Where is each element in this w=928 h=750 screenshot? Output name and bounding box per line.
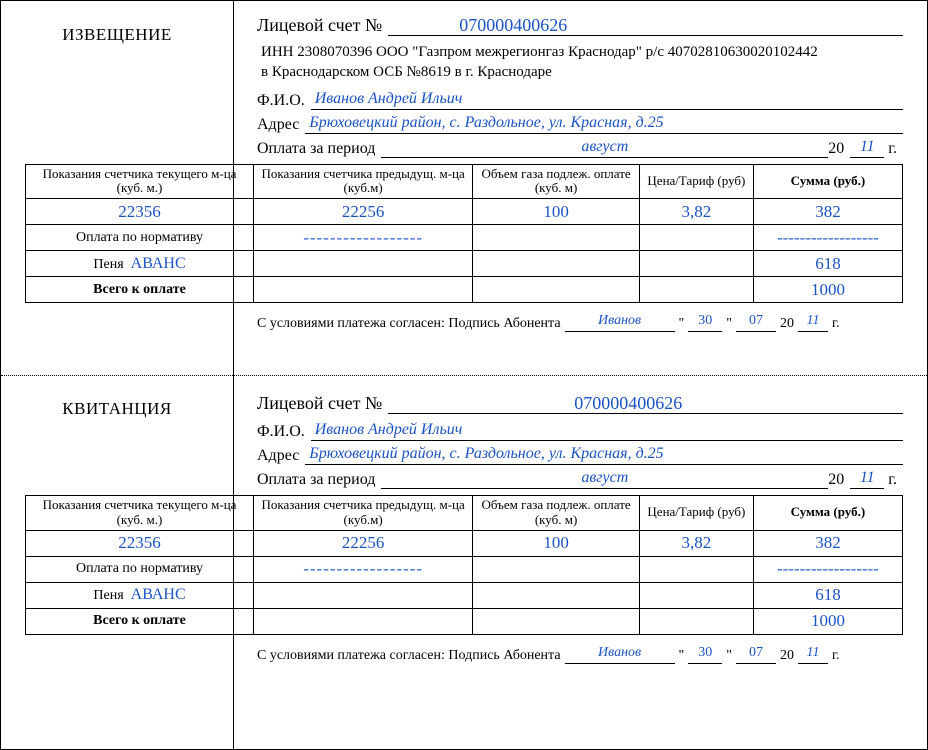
org-line2: в Краснодарском ОСБ №8619 в г. Краснодар… bbox=[261, 62, 903, 82]
address-value-2: Брюховецкий район, с. Раздольное, ул. Кр… bbox=[305, 444, 903, 465]
fio-value-2: Иванов Андрей Ильич bbox=[311, 420, 903, 441]
account-label: Лицевой счет № bbox=[257, 15, 388, 36]
row-total-label: Всего к оплате bbox=[26, 277, 254, 303]
th-price: Цена/Тариф (руб) bbox=[639, 164, 753, 199]
sign-day: 30 bbox=[688, 311, 722, 332]
sign-footer: С условиями платежа согласен: Подпись Аб… bbox=[257, 311, 903, 332]
sign-footer-2: С условиями платежа согласен: Подпись Аб… bbox=[257, 643, 903, 664]
sign-name: Иванов bbox=[565, 311, 675, 332]
org-info: ИНН 2308070396 ООО "Газпром межрегионгаз… bbox=[261, 42, 903, 83]
account-value-2: 070000400626 bbox=[518, 393, 738, 414]
address-label: Адрес bbox=[257, 116, 305, 134]
cell-total-sum: 1000 bbox=[753, 277, 902, 303]
th-sum: Сумма (руб.) bbox=[753, 164, 902, 199]
receipt-half: КВИТАНЦИЯ Лицевой счет № 070000400626 Ф.… bbox=[1, 375, 927, 749]
row-norm-dash2: ------------------ bbox=[753, 225, 902, 251]
cell-curr: 22356 bbox=[26, 199, 254, 225]
fio-label: Ф.И.О. bbox=[257, 92, 311, 110]
period-year-2: 11 bbox=[850, 468, 884, 489]
cell-sum: 382 bbox=[753, 199, 902, 225]
th-prev: Показания счетчика предыдущ. м-ца (куб.м… bbox=[254, 164, 473, 199]
cell-prev: 22256 bbox=[254, 199, 473, 225]
period-label: Оплата за период bbox=[257, 140, 381, 158]
period-label-2: Оплата за период bbox=[257, 471, 381, 489]
period-20: 20 bbox=[828, 140, 850, 158]
period-value: август bbox=[381, 137, 828, 158]
period-yr: г. bbox=[884, 140, 903, 158]
sign-year: 11 bbox=[798, 311, 828, 332]
row-norm-label: Оплата по нормативу bbox=[26, 225, 254, 251]
org-line1: ИНН 2308070396 ООО "Газпром межрегионгаз… bbox=[261, 42, 903, 62]
cell-vol: 100 bbox=[473, 199, 640, 225]
meter-table-2: Показания счетчика текущего м-ца (куб. м… bbox=[25, 495, 903, 635]
meter-table: Показания счетчика текущего м-ца (куб. м… bbox=[25, 164, 903, 304]
address-value: Брюховецкий район, с. Раздольное, ул. Кр… bbox=[305, 113, 903, 134]
fio-value: Иванов Андрей Ильич bbox=[311, 89, 903, 110]
period-value-2: август bbox=[381, 468, 828, 489]
th-vol: Объем газа подлеж. оплате (куб. м) bbox=[473, 164, 640, 199]
account-fill-rest bbox=[638, 16, 903, 36]
notice-content: Лицевой счет № 070000400626 ИНН 23080703… bbox=[233, 1, 927, 375]
cell-price: 3,82 bbox=[639, 199, 753, 225]
row-penalty: Пеня АВАНС bbox=[26, 251, 254, 277]
fio-label-2: Ф.И.О. bbox=[257, 423, 311, 441]
consent-label: С условиями платежа согласен: Подпись Аб… bbox=[257, 316, 561, 332]
address-label-2: Адрес bbox=[257, 447, 305, 465]
payment-form-page: ИЗВЕЩЕНИЕ Лицевой счет № 070000400626 ИН… bbox=[0, 0, 928, 750]
period-year: 11 bbox=[850, 137, 884, 158]
notice-title: ИЗВЕЩЕНИЕ bbox=[1, 25, 233, 45]
sign-month: 07 bbox=[736, 311, 776, 332]
notice-half: ИЗВЕЩЕНИЕ Лицевой счет № 070000400626 ИН… bbox=[1, 1, 927, 375]
account-label-2: Лицевой счет № bbox=[257, 393, 388, 414]
th-curr: Показания счетчика текущего м-ца (куб. м… bbox=[26, 164, 254, 199]
account-value: 070000400626 bbox=[388, 15, 638, 36]
receipt-title: КВИТАНЦИЯ bbox=[1, 399, 233, 419]
cell-penalty-sum: 618 bbox=[753, 251, 902, 277]
receipt-content: Лицевой счет № 070000400626 Ф.И.О. Ивано… bbox=[233, 375, 927, 749]
row-norm-dash: ------------------ bbox=[254, 225, 473, 251]
